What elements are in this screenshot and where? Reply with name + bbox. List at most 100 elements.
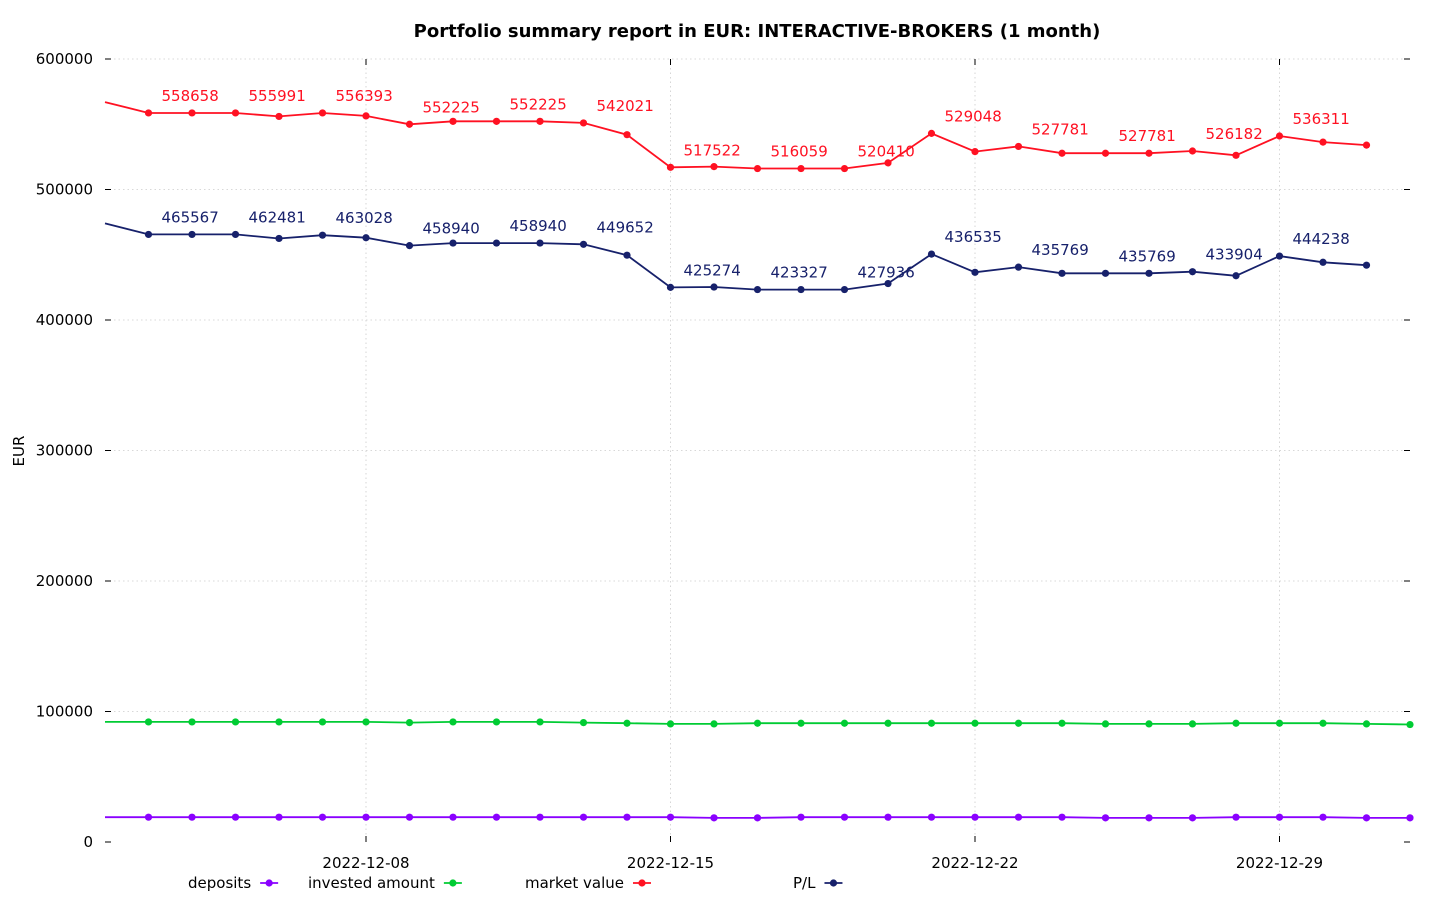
data-point-market-value	[362, 112, 370, 120]
legend-marker-market-value	[638, 879, 646, 887]
y-axis-label: EUR	[10, 436, 28, 467]
data-point-market-value	[318, 109, 327, 117]
data-point-invested-amount	[971, 719, 979, 727]
data-label-p-l: 425274	[684, 261, 741, 279]
data-point-market-value	[753, 164, 762, 173]
data-point-invested-amount	[231, 718, 240, 726]
data-point-invested-amount	[362, 718, 370, 726]
data-label-p-l: 435769	[1032, 241, 1089, 259]
data-point-market-value	[405, 120, 414, 128]
data-point-p-l	[1145, 269, 1153, 277]
data-label-market-value: 558658	[162, 87, 219, 105]
data-label-market-value: 542021	[597, 97, 654, 115]
data-point-invested-amount	[840, 719, 849, 727]
data-point-p-l	[971, 268, 979, 276]
data-point-market-value	[1188, 147, 1197, 155]
data-point-p-l	[710, 283, 718, 291]
data-point-p-l	[1362, 261, 1371, 269]
data-point-invested-amount	[449, 718, 457, 726]
data-point-market-value	[1362, 141, 1371, 149]
data-label-p-l: 436535	[945, 228, 1002, 246]
data-point-invested-amount	[144, 718, 153, 726]
data-point-p-l	[1014, 263, 1023, 271]
data-point-market-value	[623, 131, 631, 139]
legend-label-deposits: deposits	[188, 874, 251, 892]
data-label-market-value: 556393	[336, 87, 393, 105]
data-point-market-value	[1232, 151, 1240, 159]
data-point-market-value	[1058, 149, 1066, 157]
data-label-p-l: 444238	[1293, 230, 1350, 248]
data-point-deposits	[1014, 813, 1023, 821]
data-point-market-value	[710, 163, 718, 171]
data-point-invested-amount	[753, 719, 762, 727]
series-line-p-l	[104, 222, 1367, 291]
data-label-market-value: 552225	[423, 98, 480, 116]
data-point-market-value	[797, 164, 805, 173]
data-point-market-value	[1319, 138, 1327, 146]
data-label-p-l: 435769	[1119, 247, 1176, 265]
data-label-market-value: 536311	[1293, 110, 1350, 128]
chart-title: Portfolio summary report in EUR: INTERAC…	[414, 21, 1101, 42]
data-point-p-l	[579, 240, 588, 248]
data-point-market-value	[884, 159, 892, 167]
data-point-invested-amount	[710, 720, 718, 728]
y-tick-label: 600000	[36, 50, 93, 68]
data-point-deposits	[231, 813, 240, 821]
data-label-p-l: 463028	[336, 209, 393, 227]
data-point-market-value	[971, 147, 979, 156]
data-point-deposits	[536, 813, 544, 821]
data-point-deposits	[1145, 814, 1153, 822]
y-tick-label: 200000	[36, 572, 93, 590]
data-point-p-l	[884, 279, 892, 288]
data-point-deposits	[362, 813, 370, 821]
data-point-market-value	[579, 119, 588, 127]
data-label-p-l: 449652	[597, 218, 654, 236]
data-point-deposits	[623, 813, 631, 821]
data-point-market-value	[840, 164, 849, 173]
data-label-market-value: 516059	[771, 143, 828, 161]
legend-label-invested-amount: invested amount	[308, 874, 435, 892]
data-point-invested-amount	[1406, 720, 1414, 729]
data-point-p-l	[318, 231, 327, 239]
data-point-p-l	[753, 285, 762, 294]
data-point-invested-amount	[492, 718, 501, 726]
data-point-market-value	[666, 163, 675, 171]
data-label-p-l: 433904	[1206, 246, 1263, 264]
data-point-invested-amount	[1014, 719, 1023, 727]
data-point-invested-amount	[1188, 720, 1197, 728]
data-point-p-l	[623, 251, 631, 259]
data-point-deposits	[840, 813, 849, 821]
data-point-p-l	[1275, 252, 1284, 260]
data-point-p-l	[144, 230, 153, 239]
data-point-deposits	[579, 813, 588, 821]
data-label-market-value: 529048	[945, 107, 1002, 125]
data-point-p-l	[188, 230, 196, 239]
data-point-p-l	[275, 234, 283, 243]
data-point-deposits	[144, 813, 153, 821]
data-point-invested-amount	[666, 720, 675, 728]
data-point-invested-amount	[1362, 720, 1371, 728]
data-point-market-value	[449, 117, 457, 125]
data-point-p-l	[1232, 272, 1240, 280]
data-point-p-l	[927, 250, 936, 258]
data-point-market-value	[275, 112, 283, 121]
data-label-p-l: 462481	[249, 208, 306, 226]
data-point-deposits	[1319, 813, 1327, 821]
data-point-deposits	[927, 813, 936, 821]
data-point-p-l	[231, 230, 240, 239]
data-point-market-value	[927, 129, 936, 137]
data-point-deposits	[492, 813, 501, 821]
y-tick-label: 0	[83, 833, 93, 851]
data-point-p-l	[1188, 268, 1197, 276]
data-point-deposits	[1232, 813, 1240, 821]
x-tick-label: 2022-12-15	[627, 854, 714, 872]
data-label-p-l: 427936	[858, 264, 915, 282]
data-point-deposits	[188, 813, 196, 821]
data-point-deposits	[1275, 813, 1284, 821]
data-point-deposits	[1406, 814, 1414, 822]
data-label-market-value: 555991	[249, 87, 306, 105]
data-point-deposits	[405, 813, 414, 821]
data-point-market-value	[188, 109, 196, 117]
data-point-invested-amount	[275, 718, 283, 726]
series-lines	[104, 101, 1414, 822]
